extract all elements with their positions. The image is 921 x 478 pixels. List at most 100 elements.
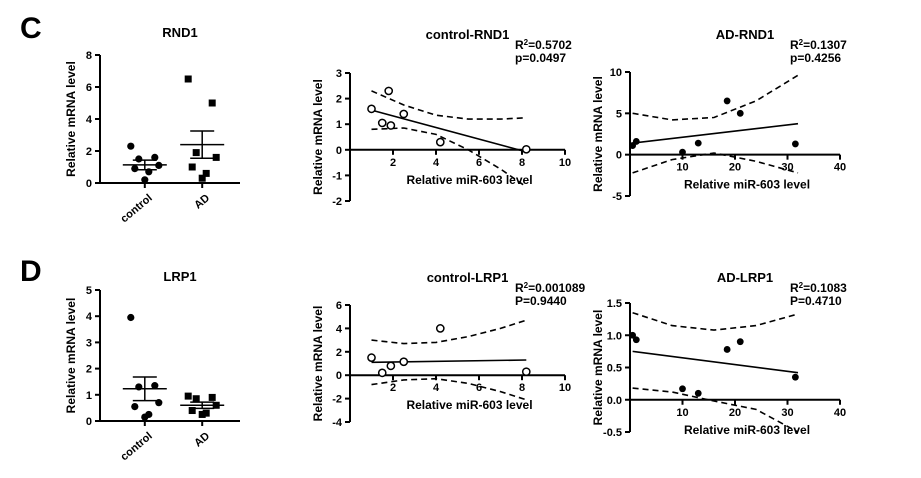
r-squared-label: R2=0.1083 xyxy=(790,281,847,296)
y-tick-label: 2 xyxy=(336,94,342,106)
data-point xyxy=(151,153,159,161)
x-tick-label: 6 xyxy=(476,382,482,394)
data-point xyxy=(384,86,394,96)
y-tick-label: -2 xyxy=(332,196,342,208)
data-point xyxy=(736,338,744,346)
y-tick-label: 4 xyxy=(86,311,93,323)
r-squared-label: R2=0.1307 xyxy=(790,38,847,53)
y-tick-label: 4 xyxy=(86,114,93,126)
chart-5: -0.5 0.0 0.5 1.0 1.5 10 20 30 40 Relative miR-603… xyxy=(591,270,847,439)
chart-title: AD-LRP1 xyxy=(717,270,773,285)
regression-line xyxy=(632,350,799,374)
chart-1: -2 -1 0 1 2 3 2 4 6 8 10 Relative miR-603 level Rela… xyxy=(311,27,572,208)
data-point xyxy=(127,142,135,150)
x-axis-label: Relative miR-603 level xyxy=(684,423,810,437)
data-point xyxy=(399,109,409,119)
ci-upper-line xyxy=(632,74,799,121)
y-axis-label: Relative mRNA level xyxy=(64,298,78,414)
chart-title: AD-RND1 xyxy=(716,27,775,42)
data-point xyxy=(632,336,640,344)
ci-lower-line xyxy=(632,152,799,174)
y-tick-label: 0.0 xyxy=(607,395,622,407)
y-tick-label: -1 xyxy=(332,170,342,182)
data-point xyxy=(212,153,220,161)
data-point xyxy=(521,144,531,154)
data-point xyxy=(679,148,686,156)
y-tick-label: -4 xyxy=(332,417,343,429)
data-point xyxy=(192,149,200,157)
x-tick-label: 6 xyxy=(476,157,482,169)
data-point xyxy=(632,138,640,145)
data-point xyxy=(377,118,387,128)
data-point xyxy=(679,385,686,393)
y-tick-label: 1 xyxy=(336,119,342,131)
y-tick-label: 1 xyxy=(86,390,92,402)
x-tick-label: 30 xyxy=(781,407,793,419)
data-point xyxy=(521,367,531,377)
data-point xyxy=(131,402,139,411)
y-tick-label: 0 xyxy=(336,370,342,382)
y-tick-label: 0 xyxy=(336,145,342,157)
panel-letter-c: C xyxy=(20,12,42,45)
y-tick-label: 3 xyxy=(86,337,92,349)
x-tick-label: 8 xyxy=(519,382,525,394)
data-point xyxy=(791,140,799,148)
p-value-label: p=0.0497 xyxy=(515,51,566,65)
y-tick-label: 4 xyxy=(336,323,343,335)
y-tick-label: 8 xyxy=(86,50,92,62)
data-point xyxy=(367,353,376,362)
x-tick-label: 20 xyxy=(729,162,741,174)
y-tick-label: 10 xyxy=(610,67,622,79)
r-squared-label: R2=0.5702 xyxy=(515,38,572,53)
y-axis-label: Relative mRNA level xyxy=(591,310,605,426)
data-point xyxy=(208,99,216,107)
y-tick-label: -0.5 xyxy=(603,427,622,439)
data-point xyxy=(141,413,149,421)
data-point xyxy=(131,165,139,173)
plots-group: 0 2 4 6 8 RND1 Relative mRNA level control AD -2 -… xyxy=(64,25,847,463)
x-tick-label: 10 xyxy=(559,382,571,394)
x-tick-label: 20 xyxy=(729,407,741,419)
x-tick-label: 8 xyxy=(519,157,525,169)
chart-title: LRP1 xyxy=(163,269,196,284)
y-tick-label: -2 xyxy=(332,394,342,406)
y-tick-label: 6 xyxy=(336,300,342,312)
data-point xyxy=(155,399,163,407)
x-tick-label: 10 xyxy=(559,157,571,169)
data-point xyxy=(791,373,799,381)
data-point xyxy=(188,407,196,415)
y-tick-label: 0 xyxy=(86,416,92,428)
panel-letter-d: D xyxy=(20,255,42,288)
ci-lower-line xyxy=(371,127,527,188)
data-point xyxy=(184,75,192,83)
data-point xyxy=(184,392,192,400)
ci-upper-line xyxy=(371,319,527,345)
p-value-label: p=0.4256 xyxy=(790,51,841,65)
y-tick-label: 5 xyxy=(86,285,92,297)
y-tick-label: 0 xyxy=(86,178,92,190)
x-tick-label-control: control xyxy=(118,430,154,463)
chart-0: 0 2 4 6 8 RND1 Relative mRNA level control AD xyxy=(64,25,240,225)
y-tick-label: 2 xyxy=(86,364,92,376)
x-tick-label: 4 xyxy=(433,157,440,169)
y-tick-label: 3 xyxy=(336,68,342,80)
y-tick-label: 2 xyxy=(336,347,342,359)
y-axis-label: Relative mRNA level xyxy=(64,61,78,177)
data-point xyxy=(141,176,149,184)
y-tick-label: -5 xyxy=(612,191,622,203)
data-point xyxy=(736,109,744,117)
x-tick-label: 2 xyxy=(390,157,396,169)
regression-line xyxy=(371,109,527,153)
data-point xyxy=(694,139,702,147)
ci-upper-line xyxy=(632,311,799,331)
data-point xyxy=(198,174,206,182)
data-point xyxy=(694,389,702,397)
x-tick-label-ad: AD xyxy=(192,430,212,449)
chart-title: RND1 xyxy=(162,25,197,40)
p-value-label: P=0.9440 xyxy=(515,294,567,308)
ci-lower-line xyxy=(632,387,799,433)
data-point xyxy=(723,346,731,353)
data-point xyxy=(377,368,387,378)
